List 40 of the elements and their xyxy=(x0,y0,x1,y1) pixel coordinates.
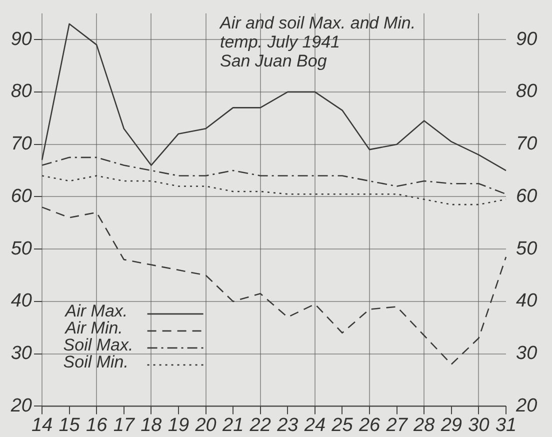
legend-label: Soil Max. xyxy=(63,336,134,355)
y-tick-label: 70 xyxy=(10,134,32,155)
y-tick-label: 40 xyxy=(10,290,32,312)
y2-tick-label: 50 xyxy=(516,238,538,260)
x-tick-label: 20 xyxy=(194,414,217,436)
x-tick-label: 15 xyxy=(58,414,80,436)
y2-tick-label: 40 xyxy=(516,290,538,312)
y-tick-label: 30 xyxy=(10,343,32,364)
y-tick-label: 80 xyxy=(10,81,32,102)
x-tick-label: 27 xyxy=(385,414,409,436)
legend-label: Soil Min. xyxy=(63,352,128,372)
x-tick-label: 21 xyxy=(221,414,244,436)
y-tick-label: 20 xyxy=(10,395,32,416)
y-tick-label: 90 xyxy=(10,28,32,50)
y2-tick-label: 20 xyxy=(515,395,538,416)
x-tick-label: 19 xyxy=(168,414,190,436)
y2-tick-label: 30 xyxy=(516,343,538,364)
x-tick-label: 31 xyxy=(495,414,517,436)
x-tick-label: 24 xyxy=(303,414,326,436)
y-tick-label: 60 xyxy=(10,186,32,207)
x-tick-label: 29 xyxy=(440,414,462,436)
x-tick-label: 25 xyxy=(330,414,354,436)
text: Air and soil Max. and Min. temp. July 1941 San Juan Bog xyxy=(219,14,416,71)
y2-tick-label: 70 xyxy=(516,134,538,155)
line-series xyxy=(41,156,507,195)
legend-label: Air Min. xyxy=(64,318,123,338)
y2-tick-label: 80 xyxy=(516,81,538,102)
x-tick-label: 30 xyxy=(468,414,490,436)
x-tick-label: 16 xyxy=(86,414,108,436)
legend-label: Air Max. xyxy=(64,302,128,321)
x-tick-label: 17 xyxy=(113,414,136,436)
y-tick-label: 50 xyxy=(10,238,32,260)
x-tick-label: 14 xyxy=(31,414,53,436)
x-tick-label: 18 xyxy=(140,414,162,436)
y2-tick-label: 60 xyxy=(516,186,538,207)
x-tick-label: 28 xyxy=(412,414,436,436)
x-tick-label: 26 xyxy=(358,414,381,436)
x-tick-label: 23 xyxy=(276,414,299,436)
x-tick-label: 22 xyxy=(248,414,272,436)
y2-tick-label: 90 xyxy=(516,28,538,50)
